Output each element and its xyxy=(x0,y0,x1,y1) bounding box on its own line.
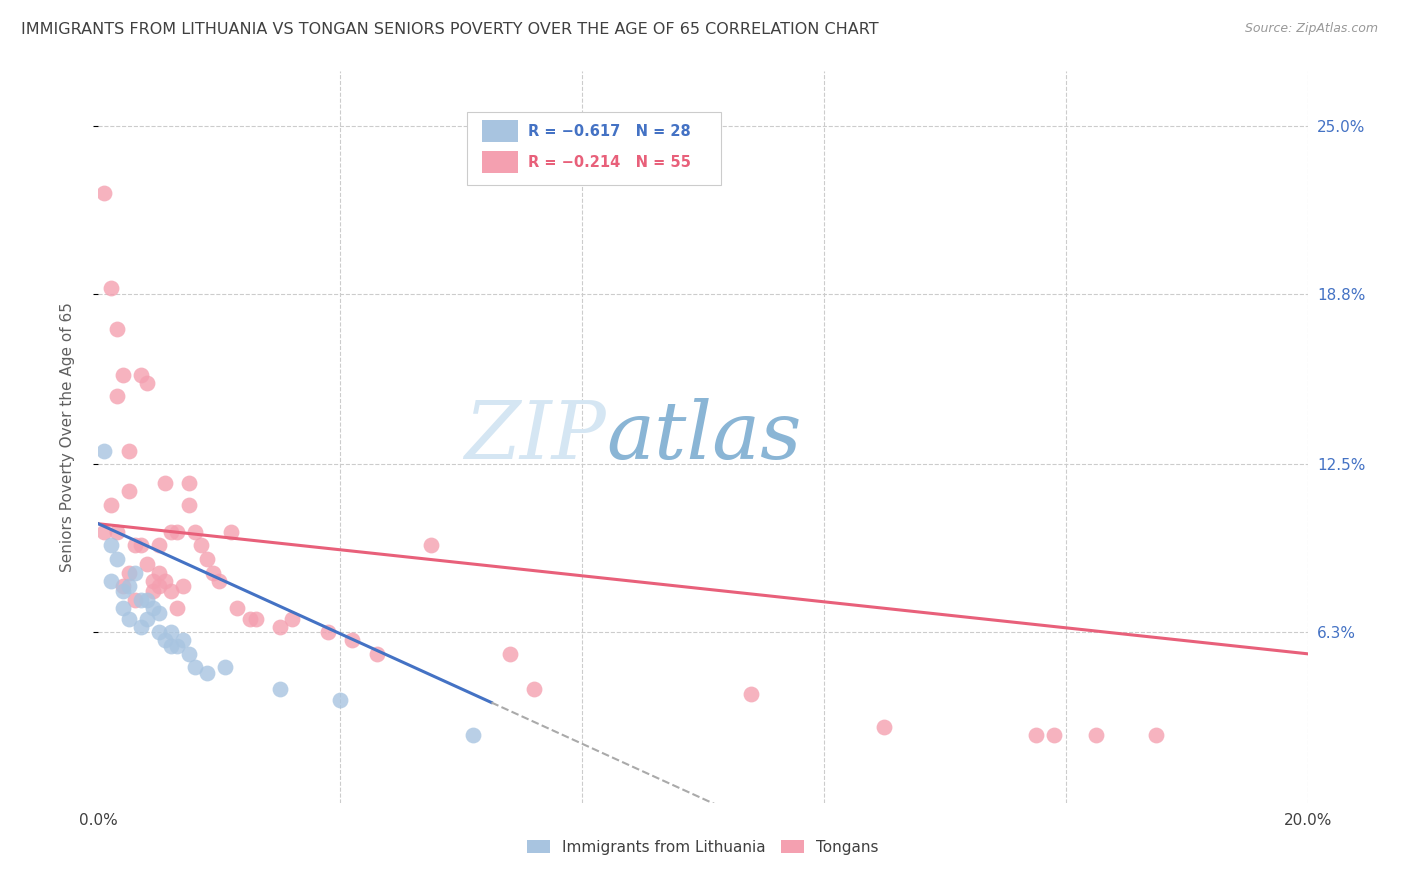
Point xyxy=(148,579,170,593)
Point xyxy=(124,538,146,552)
Point xyxy=(420,538,443,552)
Point xyxy=(329,693,352,707)
Point xyxy=(342,633,364,648)
Point xyxy=(160,625,183,640)
Point xyxy=(135,592,157,607)
Point xyxy=(1042,728,1064,742)
Text: R = −0.617   N = 28: R = −0.617 N = 28 xyxy=(527,124,690,139)
Point xyxy=(214,660,236,674)
Legend: Immigrants from Lithuania, Tongans: Immigrants from Lithuania, Tongans xyxy=(522,834,884,861)
Point xyxy=(142,600,165,615)
Point xyxy=(118,579,141,593)
Point xyxy=(124,566,146,580)
Point xyxy=(93,524,115,539)
Point xyxy=(1024,728,1046,742)
Point xyxy=(135,376,157,390)
Point xyxy=(316,625,339,640)
Point xyxy=(93,186,115,201)
Point xyxy=(195,552,218,566)
Point xyxy=(166,600,188,615)
Point xyxy=(463,728,485,742)
Point xyxy=(153,633,176,648)
Point xyxy=(135,558,157,572)
Point xyxy=(873,720,896,734)
Point xyxy=(1144,728,1167,742)
Point xyxy=(179,476,201,491)
Point xyxy=(100,574,122,588)
Text: ZIP: ZIP xyxy=(464,399,606,475)
Point xyxy=(129,592,152,607)
Text: atlas: atlas xyxy=(606,399,801,475)
Point xyxy=(179,498,201,512)
Point xyxy=(129,538,152,552)
Point xyxy=(135,611,157,625)
Text: IMMIGRANTS FROM LITHUANIA VS TONGAN SENIORS POVERTY OVER THE AGE OF 65 CORRELATI: IMMIGRANTS FROM LITHUANIA VS TONGAN SENI… xyxy=(21,22,879,37)
Point xyxy=(142,574,165,588)
Point xyxy=(190,538,212,552)
Point xyxy=(105,524,128,539)
Point xyxy=(148,566,170,580)
Point xyxy=(281,611,304,625)
Point xyxy=(172,579,194,593)
Point xyxy=(166,524,188,539)
Point xyxy=(118,566,141,580)
Point xyxy=(118,611,141,625)
Point xyxy=(111,368,134,382)
Point xyxy=(221,524,243,539)
Point xyxy=(129,368,152,382)
Point xyxy=(269,681,291,696)
Point xyxy=(100,538,122,552)
Point xyxy=(195,665,218,680)
Point xyxy=(153,574,176,588)
Point xyxy=(202,566,225,580)
Point xyxy=(172,633,194,648)
Point xyxy=(124,592,146,607)
Point xyxy=(100,281,122,295)
Point xyxy=(160,584,183,599)
Point xyxy=(523,681,546,696)
Point xyxy=(366,647,388,661)
Point xyxy=(184,660,207,674)
Point xyxy=(105,322,128,336)
Point xyxy=(100,498,122,512)
Point xyxy=(740,688,762,702)
Point xyxy=(166,639,188,653)
Point xyxy=(148,625,170,640)
Text: Source: ZipAtlas.com: Source: ZipAtlas.com xyxy=(1244,22,1378,36)
Point xyxy=(160,524,183,539)
Point xyxy=(208,574,231,588)
Point xyxy=(1085,728,1108,742)
Point xyxy=(239,611,262,625)
Point xyxy=(142,584,165,599)
Point xyxy=(184,524,207,539)
Point xyxy=(179,647,201,661)
Point xyxy=(111,579,134,593)
Point xyxy=(226,600,249,615)
Y-axis label: Seniors Poverty Over the Age of 65: Seniors Poverty Over the Age of 65 xyxy=(60,302,75,572)
Point xyxy=(105,552,128,566)
FancyBboxPatch shape xyxy=(482,151,517,173)
Point xyxy=(269,620,291,634)
Point xyxy=(118,443,141,458)
Text: R = −0.214   N = 55: R = −0.214 N = 55 xyxy=(527,154,690,169)
Point xyxy=(245,611,267,625)
Point xyxy=(129,620,152,634)
Point xyxy=(148,538,170,552)
Point xyxy=(93,443,115,458)
Point xyxy=(111,600,134,615)
Point xyxy=(153,476,176,491)
Point xyxy=(148,606,170,620)
Point xyxy=(498,647,520,661)
Point xyxy=(118,484,141,499)
FancyBboxPatch shape xyxy=(467,112,721,185)
Point xyxy=(160,639,183,653)
Point xyxy=(111,584,134,599)
Point xyxy=(105,389,128,403)
FancyBboxPatch shape xyxy=(482,120,517,143)
